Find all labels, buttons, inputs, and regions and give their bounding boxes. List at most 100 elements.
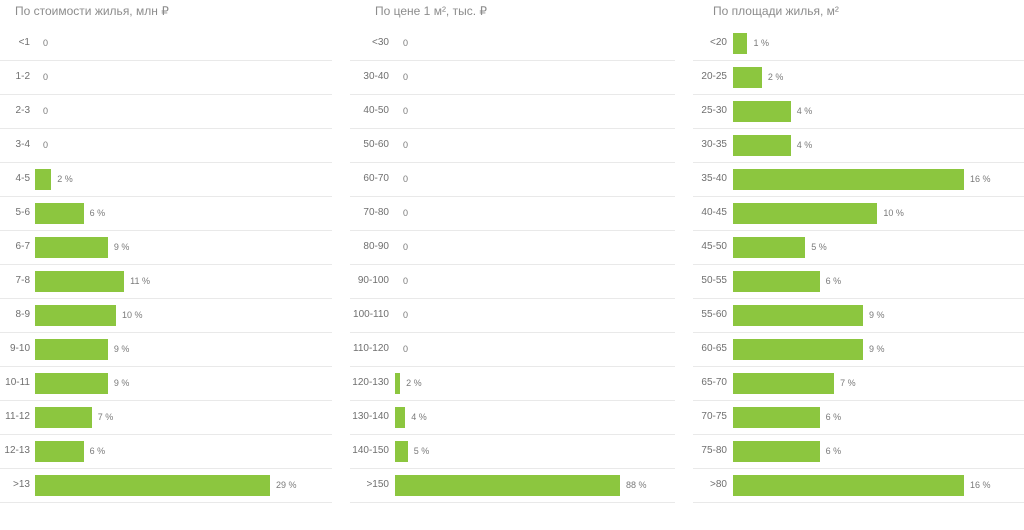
bar-row: 70-75 6 % <box>693 401 1024 435</box>
bar-row: 12-13 6 % <box>0 435 332 469</box>
category-label: 50-60 <box>363 139 389 150</box>
bar-row: 30-35 4 % <box>693 129 1024 163</box>
category-label: 9-10 <box>9 343 30 354</box>
bar-row: 140-150 5 % <box>350 435 675 469</box>
category-label: 12-13 <box>4 445 30 456</box>
bar-row: 4-5 2 % <box>0 163 332 197</box>
bar-row: 9-10 9 % <box>0 333 332 367</box>
bar-row: 65-70 7 % <box>693 367 1024 401</box>
value-label: 0 <box>403 242 409 252</box>
category-label: 4-5 <box>15 173 30 184</box>
bar-row: <1 0 <box>0 27 332 61</box>
bar <box>733 271 820 292</box>
value-label: 9 % <box>113 242 130 252</box>
category-label: 55-60 <box>701 309 727 320</box>
bar <box>733 33 748 54</box>
category-label: 11-12 <box>5 411 30 422</box>
category-label: 45-50 <box>701 241 727 252</box>
histogram-panel-3: По площади жилья, м² <20 1 % 20-25 2 % 25-30 4… <box>693 0 1024 530</box>
value-label: 4 % <box>411 412 427 422</box>
bar-row: 11-12 7 % <box>0 401 332 435</box>
bar-row: 100-110 0 <box>350 299 675 333</box>
bar-row: 10-11 9 % <box>0 367 332 401</box>
bar <box>733 135 791 156</box>
bar-row: 55-60 9 % <box>693 299 1024 333</box>
category-label: <30 <box>372 37 389 48</box>
bar <box>733 407 820 428</box>
value-label: 29 % <box>276 480 297 490</box>
value-label: 0 <box>403 140 409 150</box>
category-label: 140-150 <box>352 445 389 456</box>
bar-row: 40-45 10 % <box>693 197 1024 231</box>
category-label: 3-4 <box>15 139 30 150</box>
category-label: 20-25 <box>701 71 727 82</box>
bar <box>733 203 878 224</box>
value-label: 6 % <box>89 446 106 456</box>
bar-row: <20 1 % <box>693 27 1024 61</box>
value-label: 0 <box>43 72 49 82</box>
category-label: 60-70 <box>363 173 389 184</box>
bar-row: 110-120 0 <box>350 333 675 367</box>
bar-row: 20-25 2 % <box>693 61 1024 95</box>
value-label: 0 <box>43 106 49 116</box>
bar-row: 120-130 2 % <box>350 367 675 401</box>
value-label: 0 <box>43 140 49 150</box>
bar-row: 70-80 0 <box>350 197 675 231</box>
bar <box>35 407 92 428</box>
value-label: 9 % <box>868 310 885 320</box>
category-label: <1 <box>18 37 30 48</box>
bar-row: 90-100 0 <box>350 265 675 299</box>
value-label: 0 <box>403 72 409 82</box>
histogram-panel-2: По цене 1 м², тыс. ₽ <30 0 30-40 0 40-50 0 50-6… <box>350 0 675 530</box>
category-label: 8-9 <box>15 309 30 320</box>
category-label: 2-3 <box>15 105 30 116</box>
category-label: 75-80 <box>701 445 727 456</box>
bar-row: 30-40 0 <box>350 61 675 95</box>
value-label: 7 % <box>97 412 114 422</box>
category-label: >13 <box>13 479 30 490</box>
bar <box>395 373 401 394</box>
bar-row: 35-40 16 % <box>693 163 1024 197</box>
value-label: 10 % <box>122 310 143 320</box>
category-label: 25-30 <box>701 105 727 116</box>
bar <box>733 441 820 462</box>
category-label: 90-100 <box>357 275 389 286</box>
value-label: 6 % <box>825 446 842 456</box>
category-label: 30-40 <box>363 71 389 82</box>
bar <box>733 169 964 190</box>
bar <box>733 67 762 88</box>
bar <box>35 441 84 462</box>
category-label: >150 <box>366 479 389 490</box>
value-label: 0 <box>403 276 409 286</box>
histogram-panel-1: По стоимости жилья, млн ₽ <1 0 1-2 0 2-3 0 3-4 0… <box>0 0 332 530</box>
value-label: 6 % <box>825 412 842 422</box>
category-label: 60-65 <box>701 343 727 354</box>
bar-row: >80 16 % <box>693 469 1024 503</box>
category-label: 40-45 <box>701 207 727 218</box>
bar <box>395 441 408 462</box>
bar <box>733 237 806 258</box>
bar <box>733 339 863 360</box>
value-label: 0 <box>403 208 409 218</box>
bar-row: 1-2 0 <box>0 61 332 95</box>
value-label: 7 % <box>840 378 856 388</box>
value-label: 5 % <box>413 446 430 456</box>
bar <box>35 271 125 292</box>
panel-title: По стоимости жилья, млн ₽ <box>15 4 169 18</box>
category-label: 110-120 <box>353 343 389 354</box>
category-label: 65-70 <box>701 377 727 388</box>
category-label: 35-40 <box>701 173 727 184</box>
value-label: 9 % <box>113 378 130 388</box>
category-label: 7-8 <box>15 275 30 286</box>
category-label: 70-80 <box>363 207 389 218</box>
value-label: 0 <box>403 174 409 184</box>
value-label: 2 % <box>406 378 422 388</box>
bar-row: 80-90 0 <box>350 231 675 265</box>
category-label: 50-55 <box>701 275 727 286</box>
value-label: 0 <box>43 38 49 48</box>
panel-title: По площади жилья, м² <box>713 4 839 18</box>
bar <box>35 237 108 258</box>
bar <box>35 339 108 360</box>
bar-row: 40-50 0 <box>350 95 675 129</box>
bar <box>733 373 835 394</box>
